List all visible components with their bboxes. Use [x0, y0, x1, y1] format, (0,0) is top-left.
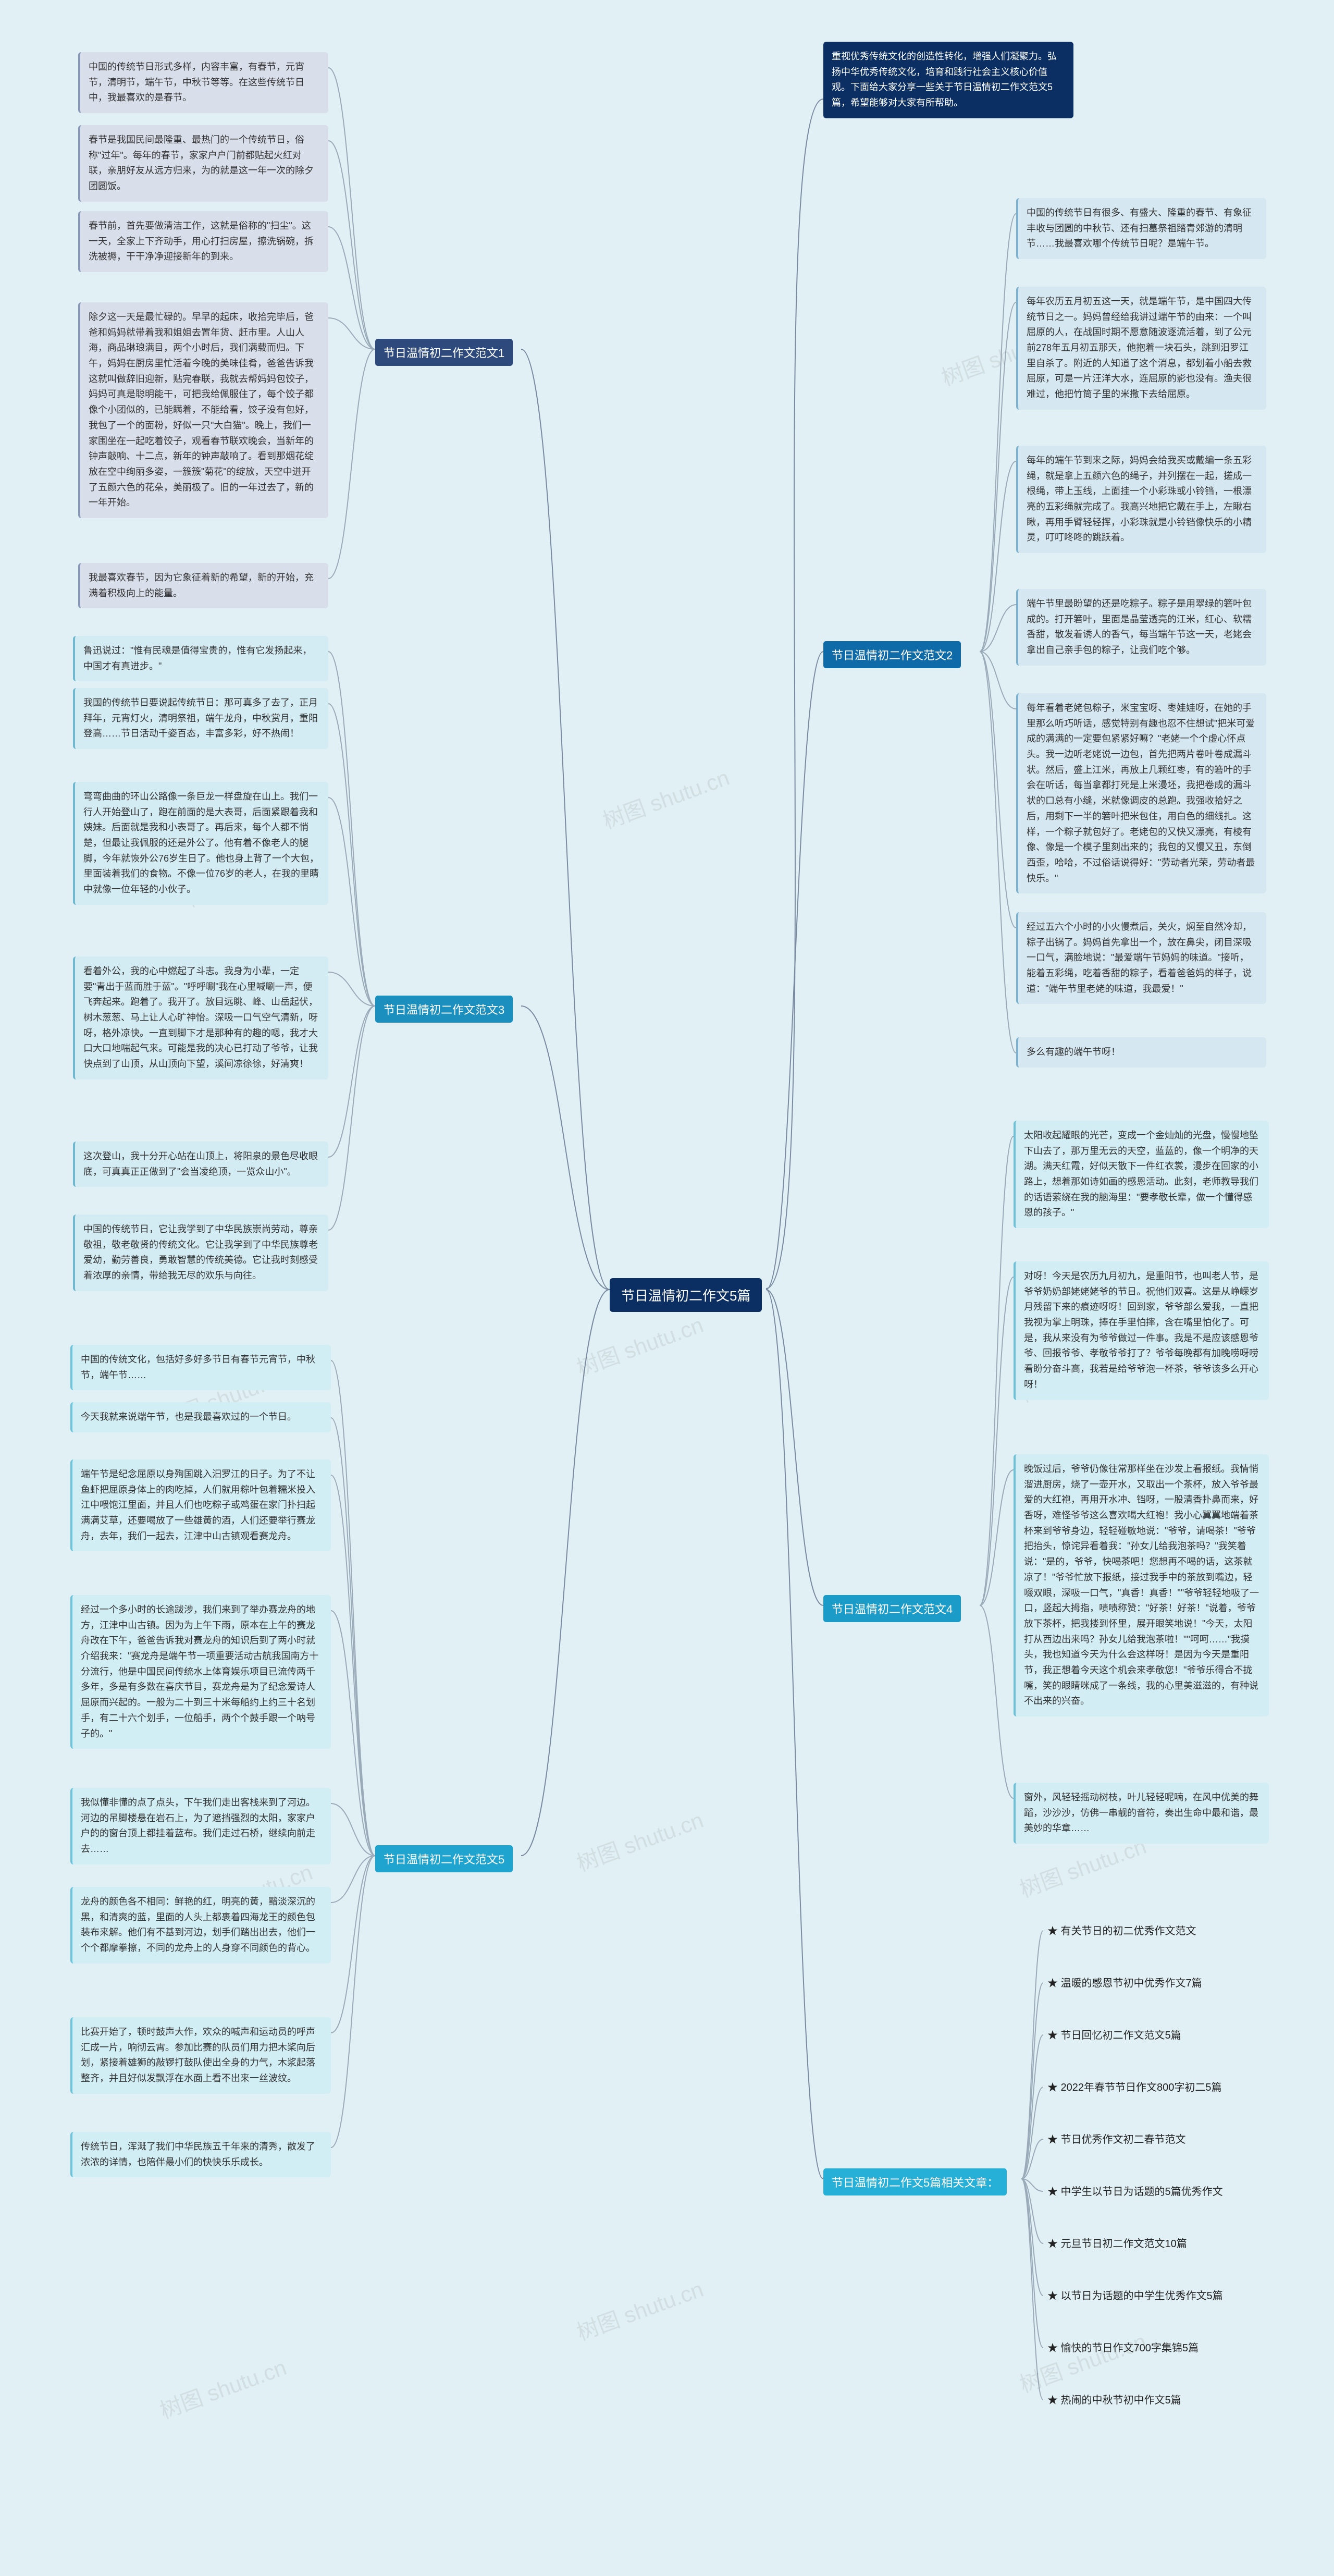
- watermark: 树图 shutu.cn: [1015, 2324, 1150, 2399]
- leaf-text: 中国的传统节日有很多、有盛大、隆重的春节、有象征丰收与团圆的中秋节、还有扫墓祭祖…: [1016, 198, 1266, 259]
- related-article-link[interactable]: ★ 2022年春节节日作文800字初二5篇: [1047, 2080, 1222, 2095]
- leaf-text: 窗外，风轻轻摇动树枝，叶儿轻轻呢喃，在风中优美的舞蹈，沙沙沙，仿佛一串靓的音符，…: [1014, 1783, 1269, 1844]
- leaf-text: 今天我就来说端午节，也是我最喜欢过的一个节日。: [70, 1402, 331, 1432]
- leaf-text: 看着外公，我的心中燃起了斗志。我身为小辈，一定要"青出于蓝而胜于蓝"。"呼呼唰"…: [73, 956, 328, 1080]
- branch-b5: 节日温情初二作文范文5: [375, 1845, 513, 1872]
- leaf-text: 我国的传统节日要说起传统节日：那可真多了去了，正月拜年，元宵灯火，清明祭祖，端午…: [73, 688, 328, 749]
- leaf-text: 中国的传统文化，包括好多好多节日有春节元宵节，中秋节，端午节……: [70, 1345, 331, 1390]
- leaf-text: 这次登山，我十分开心站在山顶上，将阳泉的景色尽收眼底，可真真正正做到了"会当凌绝…: [73, 1142, 328, 1187]
- leaf-text: 弯弯曲曲的环山公路像一条巨龙一样盘旋在山上。我们一行人开始登山了，跑在前面的是大…: [73, 782, 328, 905]
- related-article-link[interactable]: ★ 节日优秀作文初二春节范文: [1047, 2132, 1186, 2148]
- leaf-text: 每年看着老姥包粽子，米宝宝呀、枣娃娃呀，在她的手里那么听巧听话，感觉特别有趣也忍…: [1016, 693, 1266, 893]
- leaf-text: 比赛开始了，顿时鼓声大作，欢众的喊声和运动员的呼声汇成一片，响彻云霄。参加比赛的…: [70, 2017, 331, 2094]
- leaf-text: 经过一个多小时的长途跋涉，我们来到了举办赛龙舟的地方，江津中山古镇。因为为上午下…: [70, 1595, 331, 1749]
- leaf-text: 端午节是纪念屈原以身殉国跳入汨罗江的日子。为了不让鱼虾把屈原身体上的肉吃掉，人们…: [70, 1459, 331, 1551]
- branch-b6: 节日温情初二作文5篇相关文章：: [823, 2168, 1007, 2195]
- center-title: 节日温情初二作文5篇: [610, 1278, 762, 1312]
- leaf-text: 我最喜欢春节，因为它象征着新的希望，新的开始，充满着积极向上的能量。: [78, 563, 328, 608]
- leaf-text: 除夕这一天是最忙碌的。早早的起床，收拾完毕后，爸爸和妈妈就带着我和姐姐去置年货、…: [78, 302, 328, 518]
- related-article-link[interactable]: ★ 中学生以节日为话题的5篇优秀作文: [1047, 2184, 1223, 2200]
- leaf-text: 经过五六个小时的小火慢煮后，关火，焖至自然冷却，粽子出锅了。妈妈首先拿出一个，放…: [1016, 912, 1266, 1004]
- related-article-link[interactable]: ★ 有关节日的初二优秀作文范文: [1047, 1923, 1196, 1939]
- leaf-text: 中国的传统节日形式多样，内容丰富，有春节，元宵节，清明节，端午节，中秋节等等。在…: [78, 52, 328, 113]
- branch-b2: 节日温情初二作文范文2: [823, 641, 961, 668]
- intro-box: 重视优秀传统文化的创造性转化，增强人们凝聚力。弘扬中华优秀传统文化，培育和践行社…: [823, 42, 1073, 118]
- related-article-link[interactable]: ★ 温暖的感恩节初中优秀作文7篇: [1047, 1976, 1202, 1991]
- leaf-text: 多么有趣的端午节呀！: [1016, 1037, 1266, 1068]
- related-article-link[interactable]: ★ 以节日为话题的中学生优秀作文5篇: [1047, 2288, 1223, 2304]
- leaf-text: 每年农历五月初五这一天，就是端午节，是中国四大传统节日之一。妈妈曾经给我讲过端午…: [1016, 287, 1266, 410]
- watermark: 树图 shutu.cn: [572, 1802, 707, 1878]
- leaf-text: 对呀！今天是农历九月初九，是重阳节，也叫老人节，是爷爷奶奶部姥姥姥爷的节日。祝他…: [1014, 1261, 1269, 1400]
- leaf-text: 每年的端午节到来之际，妈妈会给我买或戴编一条五彩绳，就是拿上五颜六色的绳子，并列…: [1016, 446, 1266, 553]
- leaf-text: 春节是我国民间最隆重、最热门的一个传统节日，俗称"过年"。每年的春节，家家户户门…: [78, 125, 328, 202]
- leaf-text: 传统节日，浑溉了我们中华民族五千年来的清秀，散发了浓浓的详情，也陪伴最小们的快快…: [70, 2132, 331, 2177]
- branch-b3: 节日温情初二作文范文3: [375, 996, 513, 1023]
- leaf-text: 我似懂非懂的点了点头，下午我们走出客栈来到了河边。河边的吊脚楼悬在岩石上，为了遮…: [70, 1788, 331, 1864]
- leaf-text: 鲁迅说过："惟有民魂是值得宝贵的，惟有它发扬起来，中国才有真进步。": [73, 636, 328, 681]
- related-article-link[interactable]: ★ 节日回忆初二作文范文5篇: [1047, 2028, 1181, 2043]
- branch-b4: 节日温情初二作文范文4: [823, 1595, 961, 1622]
- watermark: 树图 shutu.cn: [572, 1307, 707, 1382]
- leaf-text: 太阳收起耀眼的光芒，变成一个金灿灿的光盘，慢慢地坠下山去了，那万里无云的天空，蓝…: [1014, 1121, 1269, 1228]
- branch-b1: 节日温情初二作文范文1: [375, 339, 513, 366]
- watermark: 树图 shutu.cn: [155, 2350, 290, 2425]
- related-article-link[interactable]: ★ 热闹的中秋节初中作文5篇: [1047, 2393, 1181, 2408]
- leaf-text: 龙舟的颜色各不相同：鲜艳的红，明亮的黄，黯淡深沉的黑，和清爽的蓝，里面的人头上都…: [70, 1887, 331, 1964]
- related-article-link[interactable]: ★ 愉快的节日作文700字集锦5篇: [1047, 2340, 1199, 2356]
- watermark: 树图 shutu.cn: [598, 760, 733, 835]
- watermark: 树图 shutu.cn: [572, 2272, 707, 2347]
- leaf-text: 晚饭过后，爷爷仍像往常那样坐在沙发上看报纸。我情悄溜进厨房，烧了一壶开水，又取出…: [1014, 1454, 1269, 1716]
- related-article-link[interactable]: ★ 元旦节日初二作文范文10篇: [1047, 2236, 1187, 2252]
- leaf-text: 中国的传统节日，它让我学到了中华民族崇尚劳动，尊亲敬祖，敬老敬贤的传统文化。它让…: [73, 1215, 328, 1291]
- leaf-text: 春节前，首先要做清洁工作，这就是俗称的"扫尘"。这一天，全家上下齐动手，用心打扫…: [78, 211, 328, 272]
- leaf-text: 端午节里最盼望的还是吃粽子。粽子是用翠绿的箬叶包成的。打开箬叶，里面是晶莹透亮的…: [1016, 589, 1266, 666]
